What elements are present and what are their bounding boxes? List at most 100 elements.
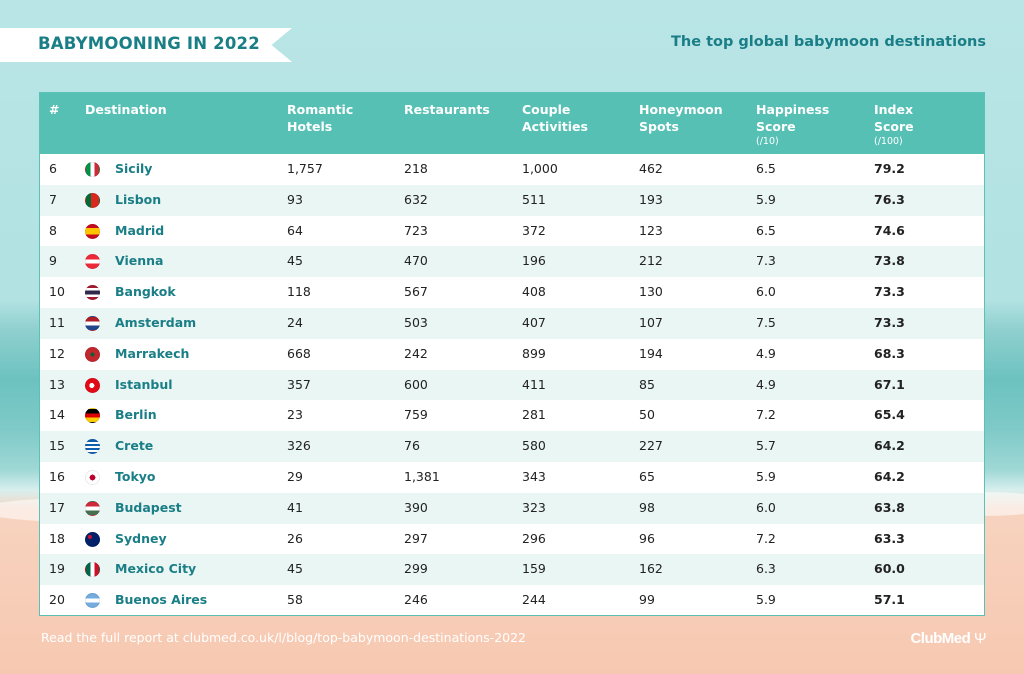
romantic-hotels-cell: 118 (287, 284, 311, 300)
rank-cell: 6 (49, 161, 57, 176)
rank-cell: 18 (49, 530, 65, 546)
mexico-flag-icon (85, 562, 100, 578)
restaurants-cell: 600 (404, 376, 428, 392)
romantic-hotels-cell: 29 (287, 468, 303, 484)
logo-text: ClubMed (910, 630, 971, 647)
rank-cell: 19 (49, 561, 65, 577)
honeymoon-spots-cell: 162 (639, 561, 663, 577)
rank-cell: 16 (49, 468, 65, 484)
restaurants-cell: 1,381 (404, 468, 440, 484)
destination-cell: Bangkok (115, 284, 176, 300)
romantic-hotels-cell: 23 (287, 407, 303, 423)
restaurants-cell: 246 (404, 592, 428, 608)
restaurants-cell: 723 (404, 222, 428, 238)
table-body: 6 Sicily 1,757 218 1,000 462 6.5 79.2 7 Lisbon 93 6… (40, 154, 984, 616)
couple-activities-cell: 296 (522, 530, 546, 546)
table-row: 12 Marrakech 668 242 899 194 4.9 68.3 (40, 339, 984, 370)
rank-cell: 11 (49, 314, 65, 330)
restaurants-cell: 299 (404, 561, 428, 577)
couple-activities-cell: 343 (522, 468, 546, 484)
index-score-cell: 68.3 (874, 345, 905, 361)
germany-flag-icon (85, 408, 100, 424)
restaurants-cell: 632 (404, 191, 428, 207)
honeymoon-spots-cell: 85 (639, 376, 655, 392)
australia-flag-icon (85, 531, 100, 547)
happiness-score-label: Happiness Score (756, 102, 830, 134)
couple-activities-cell: 411 (522, 376, 546, 392)
honeymoon-spots-cell: 130 (639, 284, 663, 300)
morocco-flag-icon (85, 346, 100, 362)
restaurants-cell: 390 (404, 499, 428, 515)
column-header-rank: # (49, 102, 60, 117)
index-score-unit: (/100) (874, 136, 903, 147)
destinations-table: # Destination Romantic Hotels Restaurant… (39, 92, 985, 616)
happiness-score-cell: 4.9 (756, 376, 776, 392)
index-score-cell: 64.2 (874, 438, 905, 454)
romantic-hotels-cell: 1,757 (287, 161, 323, 176)
romantic-hotels-cell: 326 (287, 438, 311, 454)
index-score-cell: 63.8 (874, 499, 905, 515)
romantic-hotels-cell: 64 (287, 222, 303, 238)
happiness-score-cell: 4.9 (756, 345, 776, 361)
rank-cell: 20 (49, 592, 65, 608)
romantic-hotels-cell: 93 (287, 191, 303, 207)
honeymoon-spots-cell: 65 (639, 468, 655, 484)
restaurants-cell: 76 (404, 438, 420, 454)
restaurants-cell: 297 (404, 530, 428, 546)
title-banner (0, 28, 292, 62)
couple-activities-cell: 323 (522, 499, 546, 515)
destination-cell: Tokyo (115, 468, 156, 484)
romantic-hotels-cell: 45 (287, 561, 303, 577)
destination-cell: Marrakech (115, 345, 190, 361)
happiness-score-cell: 7.5 (756, 314, 776, 330)
romantic-hotels-cell: 41 (287, 499, 303, 515)
happiness-score-cell: 5.9 (756, 468, 776, 484)
table-row: 20 Buenos Aires 58 246 244 99 5.9 57.1 (40, 585, 984, 616)
honeymoon-spots-cell: 212 (639, 253, 663, 269)
italy-flag-icon (85, 162, 100, 177)
couple-activities-cell: 408 (522, 284, 546, 300)
destination-cell: Berlin (115, 407, 157, 423)
couple-activities-cell: 580 (522, 438, 546, 454)
report-link-text[interactable]: Read the full report at clubmed.co.uk/l/… (41, 630, 527, 645)
honeymoon-spots-cell: 99 (639, 592, 655, 608)
greece-flag-icon (85, 439, 100, 455)
happiness-score-cell: 6.0 (756, 284, 776, 300)
japan-flag-icon (85, 469, 100, 485)
column-header-index-score: Index Score (/100) (874, 101, 954, 149)
couple-activities-cell: 196 (522, 253, 546, 269)
column-header-couple-activities: Couple Activities (522, 102, 588, 134)
clubmed-logo: ClubMed Ψ (910, 630, 986, 647)
column-header-destination: Destination (85, 102, 167, 117)
table-row: 11 Amsterdam 24 503 407 107 7.5 73.3 (40, 307, 984, 339)
thailand-flag-icon (85, 285, 100, 301)
happiness-score-cell: 7.2 (756, 407, 776, 423)
destination-cell: Lisbon (115, 191, 162, 207)
rank-cell: 8 (49, 222, 57, 238)
turkey-flag-icon (85, 377, 100, 393)
romantic-hotels-cell: 26 (287, 530, 303, 546)
destination-cell: Mexico City (115, 561, 197, 577)
couple-activities-cell: 407 (522, 314, 546, 330)
romantic-hotels-cell: 668 (287, 345, 311, 361)
couple-activities-cell: 281 (522, 407, 546, 423)
table-row: 8 Madrid 64 723 372 123 6.5 74.6 (40, 216, 984, 247)
destination-cell: Istanbul (115, 376, 173, 392)
column-header-romantic-hotels: Romantic Hotels (287, 102, 354, 134)
honeymoon-spots-cell: 194 (639, 345, 663, 361)
index-score-cell: 67.1 (874, 376, 905, 392)
index-score-cell: 76.3 (874, 191, 905, 207)
table-row: 18 Sydney 26 297 296 96 7.2 63.3 (40, 524, 984, 555)
happiness-score-cell: 7.3 (756, 253, 776, 269)
restaurants-cell: 470 (404, 253, 428, 269)
honeymoon-spots-cell: 98 (639, 499, 655, 515)
honeymoon-spots-cell: 193 (639, 191, 663, 207)
happiness-score-cell: 6.0 (756, 499, 776, 515)
couple-activities-cell: 1,000 (522, 161, 558, 176)
romantic-hotels-cell: 357 (287, 376, 311, 392)
table-row: 17 Budapest 41 390 323 98 6.0 63.8 (40, 492, 984, 524)
table-header: # Destination Romantic Hotels Restaurant… (40, 93, 984, 154)
happiness-score-cell: 6.3 (756, 561, 776, 577)
rank-cell: 14 (49, 407, 65, 423)
index-score-cell: 60.0 (874, 561, 905, 577)
